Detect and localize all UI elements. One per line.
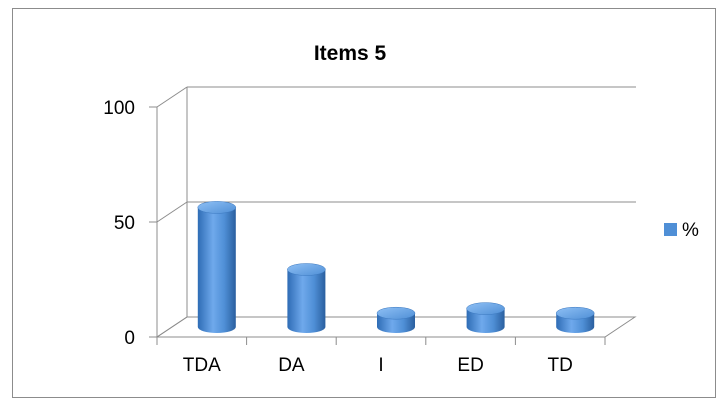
bar-top	[287, 264, 325, 276]
x-tick-label: I	[378, 355, 383, 376]
legend-swatch	[664, 223, 677, 236]
side-gridline-100	[157, 87, 187, 107]
bar-body	[198, 207, 236, 333]
chart-svg: 0 50 100 TDA DA I ED TD %	[0, 0, 718, 379]
bar-top	[198, 201, 236, 213]
bar-TD	[556, 307, 594, 333]
tick-labels: 0 50 100 TDA DA I ED TD	[103, 98, 573, 376]
legend: %	[664, 220, 699, 241]
y-tick-label: 50	[114, 213, 135, 234]
bar-TDA	[198, 201, 236, 333]
bar-top	[467, 303, 505, 315]
bar-top	[556, 307, 594, 319]
x-tick-label: ED	[457, 355, 483, 376]
bar-DA	[287, 264, 325, 334]
x-tick-label: TDA	[183, 355, 221, 376]
legend-label: %	[682, 220, 699, 241]
x-tick-label: TD	[548, 355, 573, 376]
y-tick-label: 0	[124, 328, 135, 349]
y-tick-label: 100	[103, 98, 135, 119]
bars	[198, 201, 594, 333]
x-tick-label: DA	[278, 355, 305, 376]
side-gridline-50	[157, 202, 187, 222]
bar-body	[287, 270, 325, 334]
bar-top	[377, 307, 415, 319]
bar-I	[377, 307, 415, 333]
bar-ED	[467, 303, 505, 333]
